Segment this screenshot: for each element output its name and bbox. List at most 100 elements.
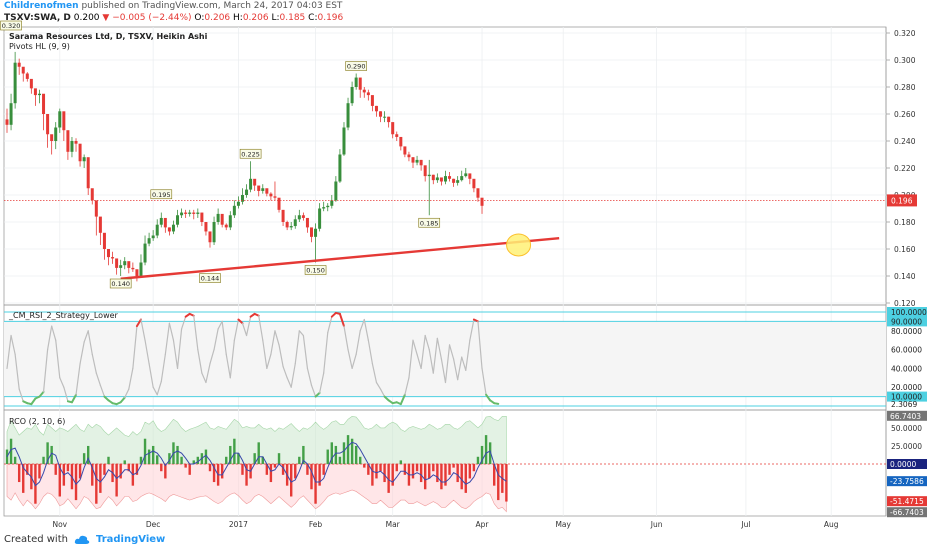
rco-histogram-bar: [302, 445, 305, 464]
candle-body: [17, 62, 21, 67]
ohlc-low-label: L:: [271, 13, 280, 23]
candle-body: [232, 205, 236, 216]
rsi-line-segment: [229, 339, 235, 379]
candle-body: [387, 116, 391, 123]
rco-histogram-bar: [58, 464, 61, 497]
rco-histogram-bar: [314, 464, 317, 504]
rco-histogram-bar: [448, 464, 451, 475]
rco-histogram-bar: [460, 464, 463, 490]
rsi-line-segment: [327, 316, 333, 334]
rsi-line-segment: [355, 330, 361, 355]
candle-body: [167, 227, 171, 232]
candle-body: [366, 92, 370, 96]
rsi-line-segment: [51, 325, 57, 341]
rco-histogram-bar: [212, 464, 216, 483]
candle-body: [155, 224, 159, 236]
rco-histogram-bar: [476, 456, 480, 464]
rsi-line-segment: [420, 334, 426, 369]
candle-body: [240, 195, 244, 202]
pivot-label: 0.144: [201, 275, 220, 283]
rco-histogram-bar: [330, 442, 333, 464]
rco-value-label: -23.7586: [890, 477, 924, 486]
rco-histogram-bar: [318, 464, 321, 486]
rco-histogram-bar: [34, 464, 37, 504]
rsi-axis-badge: [887, 391, 927, 402]
candle-body: [273, 196, 277, 198]
candle-body: [123, 261, 127, 266]
rsi-line-segment: [485, 393, 492, 402]
highlight-circle: [506, 233, 532, 257]
rsi-line-segment: [428, 349, 434, 374]
rco-histogram-bar: [383, 464, 386, 483]
rco-histogram-bar: [269, 464, 273, 483]
candle-body: [456, 180, 460, 183]
rsi-line-segment: [156, 380, 162, 396]
pivot-label: 0.185: [420, 219, 439, 227]
rsi-line-segment: [128, 367, 134, 390]
rsi-line-segment: [172, 339, 179, 369]
candle-body: [90, 188, 94, 201]
candle-body: [204, 222, 208, 232]
rco-histogram-bar: [225, 456, 228, 464]
rsi-line-segment: [233, 318, 240, 341]
pivot-label-box: [109, 278, 132, 289]
rsi-line-segment: [119, 396, 126, 404]
candle-body: [265, 188, 269, 194]
rco-histogram-bar: [367, 464, 370, 475]
rco-histogram-bar: [298, 456, 301, 464]
rco-histogram-bar: [391, 464, 394, 486]
candle-body: [5, 119, 9, 125]
candle-body: [107, 249, 110, 258]
rsi-line-segment: [221, 320, 227, 355]
candle-body: [245, 189, 249, 195]
rsi-line-segment: [144, 339, 150, 365]
rsi-line-segment: [63, 386, 69, 402]
rsi-axis-label: 80.0000: [891, 327, 922, 336]
rsi-line-segment: [188, 312, 195, 317]
candle-body: [423, 165, 427, 177]
author-link[interactable]: Childrenofmen: [4, 1, 79, 11]
pivot-label: 0.320: [2, 22, 21, 30]
candle-body: [395, 134, 399, 137]
candle-body: [224, 224, 228, 228]
candle-body: [253, 178, 257, 186]
candle-body: [58, 111, 62, 128]
rco-histogram-bar: [488, 442, 492, 464]
candle-body: [62, 111, 66, 131]
rsi-line-segment: [79, 341, 85, 365]
candle-body: [98, 216, 102, 233]
rsi-line-segment: [205, 363, 211, 384]
last-price-badge: [887, 194, 917, 207]
rsi-band-fill: [4, 321, 886, 397]
rco-axis-label: 50.0000: [891, 424, 922, 433]
rco-histogram-bar: [354, 445, 358, 464]
price-axis-label: 0.240: [894, 137, 916, 146]
candle-body: [171, 224, 175, 232]
rco-histogram-bar: [147, 449, 151, 464]
rsi-line-segment: [132, 325, 138, 369]
rsi-axis-label: 20.0000: [891, 383, 922, 392]
candle-body: [184, 212, 188, 214]
rsi-line-segment: [180, 316, 187, 330]
rco-histogram-bar: [245, 464, 248, 486]
rsi-line-segment: [75, 363, 81, 396]
rco-histogram-bar: [277, 453, 281, 464]
rsi-line-segment: [298, 330, 304, 337]
rsi-line-segment: [343, 325, 349, 351]
candle-body: [25, 73, 29, 79]
rsi-line-segment: [87, 330, 93, 355]
price-chart-title: Sarama Resources Ltd, D, TSXV, Heikin As…: [9, 32, 208, 41]
rco-histogram-bar: [42, 456, 45, 464]
rco-histogram-bar: [306, 464, 309, 475]
rsi-line-segment: [274, 330, 280, 346]
candle-body: [139, 262, 143, 276]
time-axis-label: Nov: [52, 520, 67, 529]
rsi-line-segment: [465, 339, 471, 371]
rco-histogram-bar: [411, 464, 415, 479]
price-axis-label: 0.140: [894, 272, 916, 281]
trading-chart[interactable]: 0.320 0.140 0.195 0.144 0.225 0.150 0.290 0.185…: [0, 0, 932, 532]
pivot-label: 0.140: [111, 280, 130, 288]
rsi-line-segment: [10, 334, 16, 355]
candle-body: [439, 177, 443, 182]
tradingview-brand[interactable]: TradingView: [95, 534, 166, 545]
